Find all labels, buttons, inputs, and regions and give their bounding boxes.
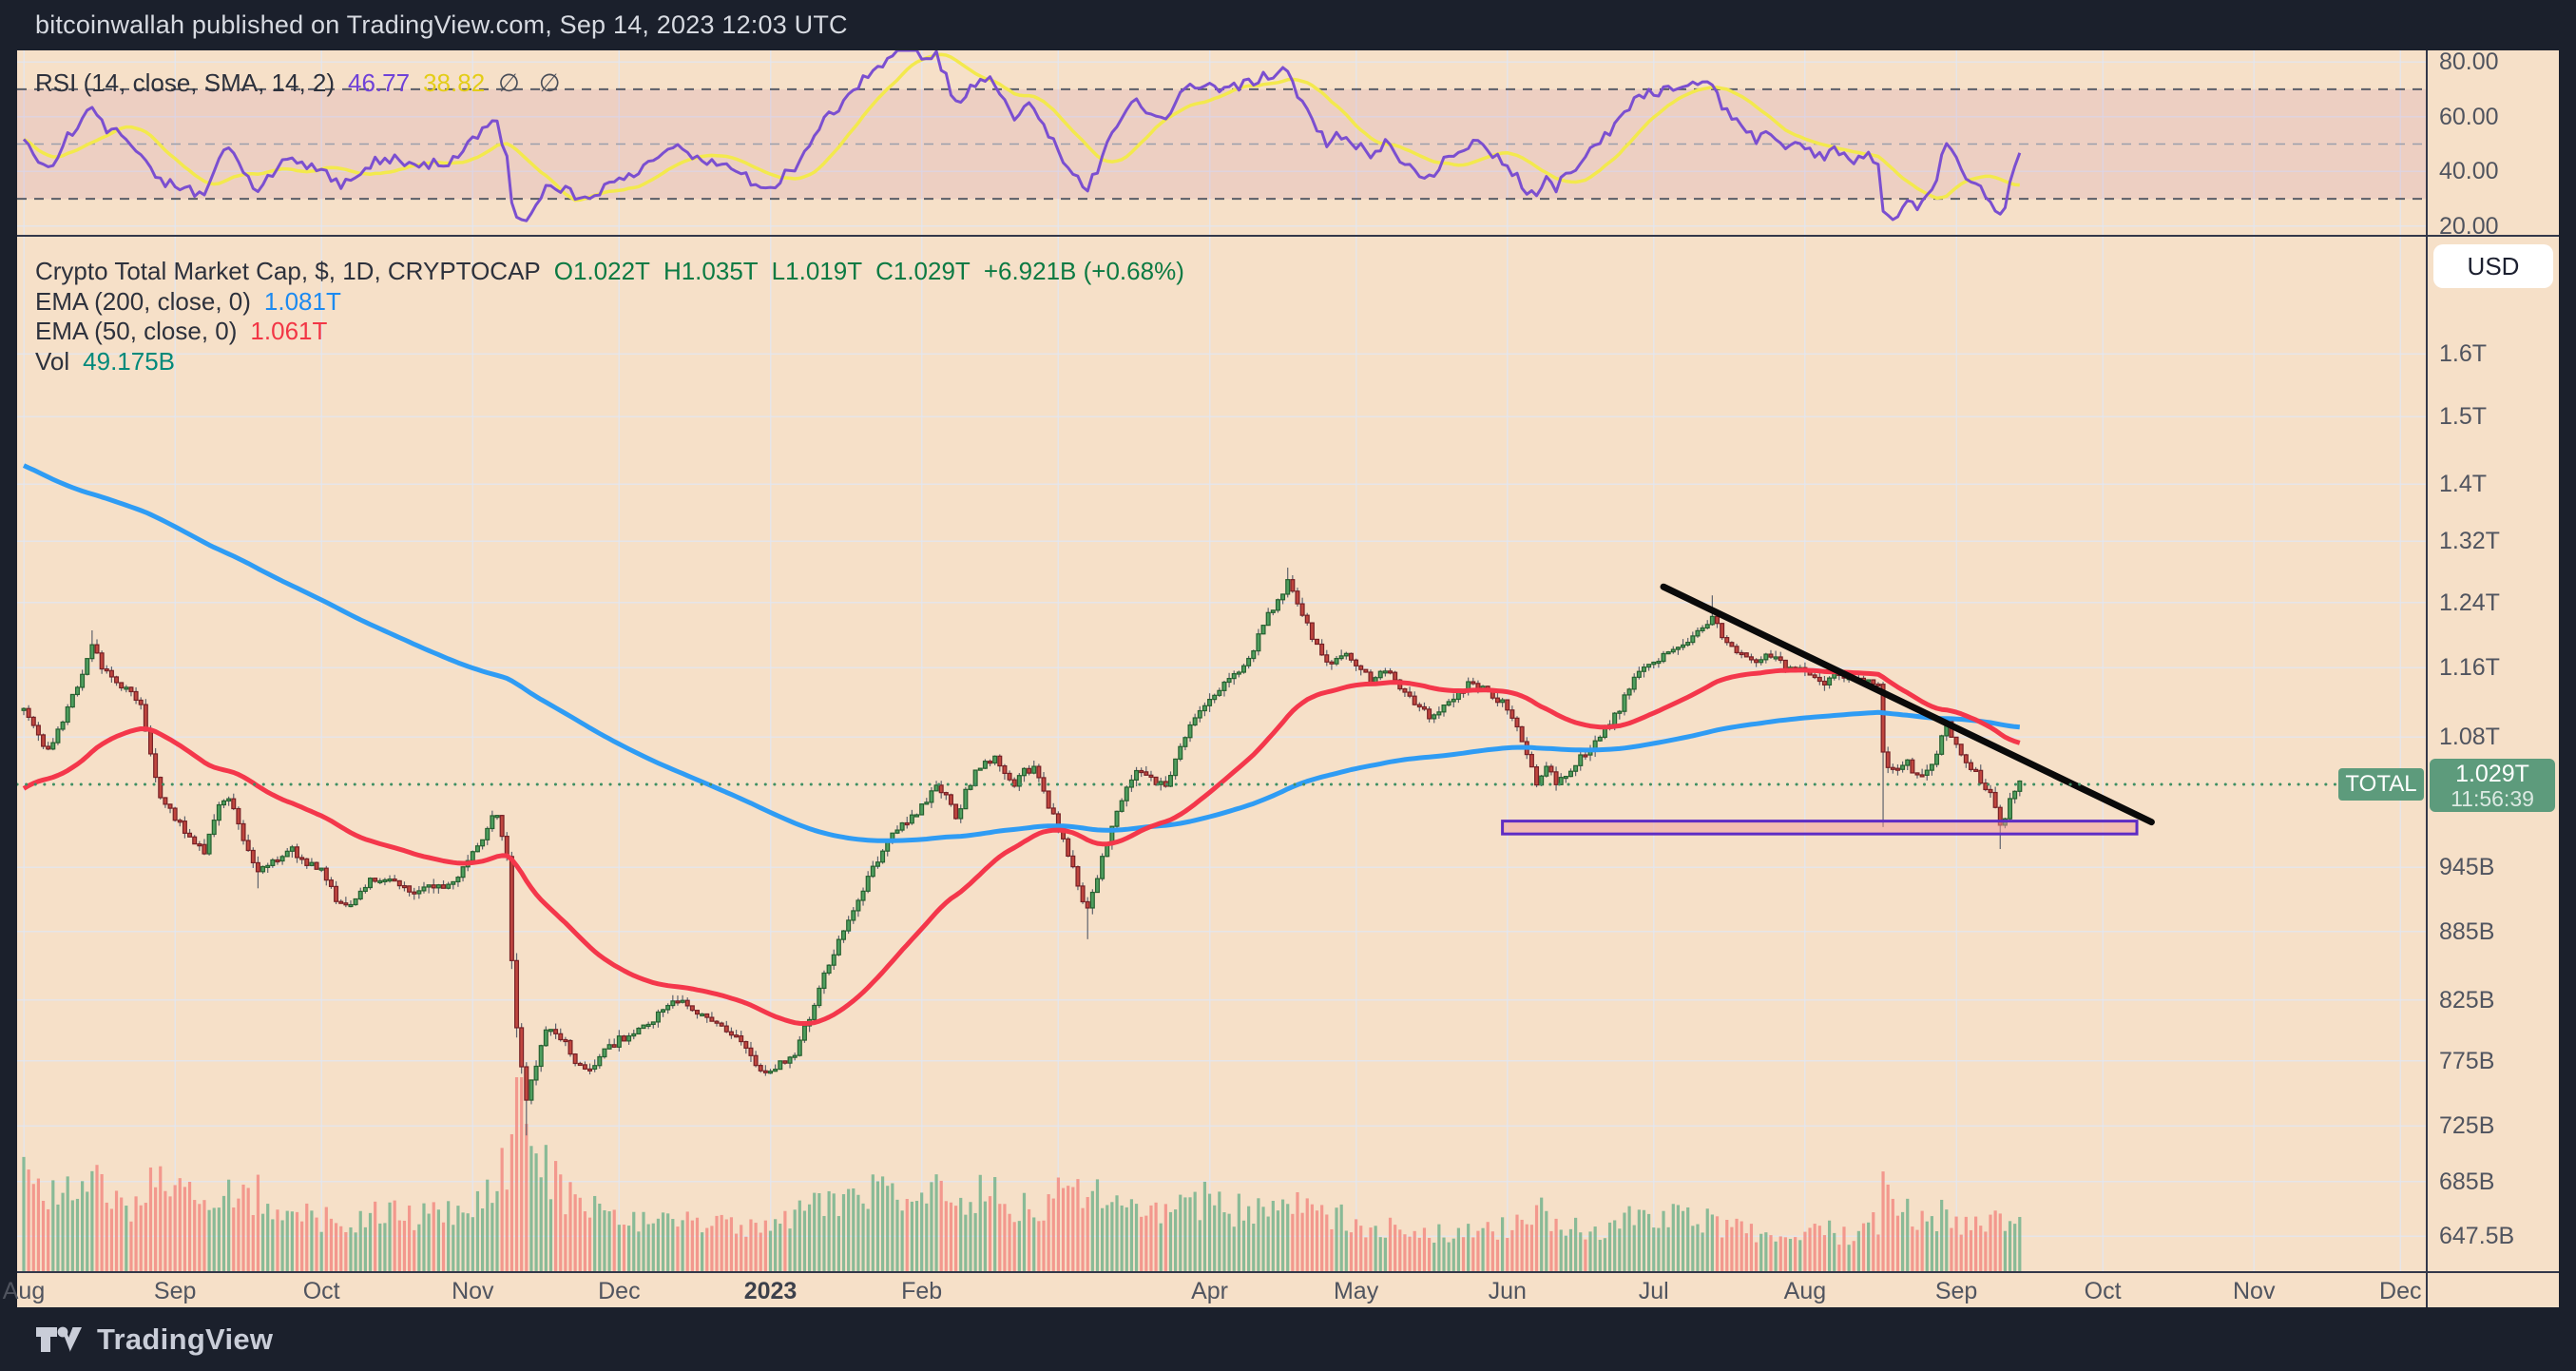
price-axis-tick: 775B xyxy=(2439,1047,2495,1074)
rsi-axis-tick: 40.00 xyxy=(2439,158,2499,185)
price-axis-tick: 1.08T xyxy=(2439,724,2500,751)
time-axis-label: Feb xyxy=(901,1278,943,1304)
price-axis-tick: 1.16T xyxy=(2439,654,2500,682)
price-badge: 1.029T 11:56:39 xyxy=(2430,759,2555,812)
total-badge: TOTAL xyxy=(2338,768,2424,801)
chart-frame: RSI (14, close, SMA, 14, 2) 46.77 38.82 … xyxy=(3,48,2561,1307)
time-axis-label: Sep xyxy=(153,1278,197,1304)
price-axis[interactable]: 80.00 60.00 40.00 20.00 1.6T 1.5T 1.4T 1.32T 1.2… xyxy=(2426,48,2561,1307)
rsi-sma-value: 38.82 xyxy=(423,68,486,97)
total-badge-label: TOTAL xyxy=(2345,771,2417,797)
ema50-value: 1.061T xyxy=(250,316,328,345)
rsi-axis-tick: 80.00 xyxy=(2439,48,2499,75)
price-axis-tick: 647.5B xyxy=(2439,1223,2515,1250)
ema200-value: 1.081T xyxy=(263,286,341,316)
rsi-hidden-plot-icon: ∅ xyxy=(538,68,567,97)
time-axis-label: Aug xyxy=(2,1278,46,1304)
ohlc-open: O1.022T xyxy=(553,256,650,285)
rsi-legend[interactable]: RSI (14, close, SMA, 14, 2) 46.77 38.82 … xyxy=(35,68,579,98)
usd-button[interactable]: USD xyxy=(2433,244,2553,288)
price-axis-tick: 1.4T xyxy=(2439,471,2488,498)
price-axis-tick: 1.24T xyxy=(2439,589,2500,616)
time-axis-label: May xyxy=(1333,1278,1379,1304)
ema200-legend[interactable]: EMA (200, close, 0) 1.081T xyxy=(35,286,355,317)
rsi-legend-name: RSI (14, close, SMA, 14, 2) xyxy=(35,68,336,97)
ema50-legend[interactable]: EMA (50, close, 0) 1.061T xyxy=(35,316,340,346)
ohlc-high: H1.035T xyxy=(663,256,759,285)
bar-countdown: 11:56:39 xyxy=(2451,785,2534,811)
ohlc-close: C1.029T xyxy=(875,256,971,285)
time-axis-label: Jul xyxy=(1638,1278,1669,1304)
time-axis-label: Apr xyxy=(1191,1278,1228,1304)
time-axis-label: Oct xyxy=(302,1278,340,1304)
rsi-hidden-plot-icon: ∅ xyxy=(498,68,526,97)
ohlc-low: L1.019T xyxy=(771,256,863,285)
price-axis-tick: 685B xyxy=(2439,1168,2495,1195)
volume-label: Vol xyxy=(35,346,70,376)
price-axis-tick: 1.6T xyxy=(2439,340,2488,368)
price-axis-tick: 825B xyxy=(2439,986,2495,1014)
time-axis-label: Sep xyxy=(1934,1278,1978,1304)
time-axis-label: Nov xyxy=(452,1278,494,1304)
chart-canvas[interactable] xyxy=(17,50,2559,1307)
price-axis-tick: 1.32T xyxy=(2439,528,2500,555)
rsi-axis-tick: 60.00 xyxy=(2439,103,2499,130)
time-axis-label: Nov xyxy=(2233,1278,2276,1304)
symbol-title: Crypto Total Market Cap, $, 1D, CRYPTOCA… xyxy=(35,256,541,285)
snapshot-footer: TradingView xyxy=(0,1307,2576,1371)
volume-legend[interactable]: Vol 49.175B xyxy=(35,346,188,377)
last-price: 1.029T xyxy=(2455,760,2529,787)
volume-value: 49.175B xyxy=(83,346,176,376)
ema200-label: EMA (200, close, 0) xyxy=(35,286,251,316)
symbol-legend[interactable]: Crypto Total Market Cap, $, 1D, CRYPTOCA… xyxy=(35,256,1198,286)
time-axis-label: Aug xyxy=(1783,1278,1827,1304)
tradingview-logo-icon xyxy=(36,1326,82,1352)
ema50-label: EMA (50, close, 0) xyxy=(35,316,238,345)
price-axis-tick: 1.5T xyxy=(2439,403,2488,431)
change-value: +6.921B (+0.68%) xyxy=(983,256,1184,285)
brand-name: TradingView xyxy=(97,1322,274,1356)
time-axis-label: 2023 xyxy=(743,1278,798,1304)
time-axis-label: Dec xyxy=(598,1278,641,1304)
rsi-value: 46.77 xyxy=(348,68,411,97)
price-axis-tick: 725B xyxy=(2439,1112,2495,1140)
attribution-text: bitcoinwallah published on TradingView.c… xyxy=(35,10,848,39)
price-axis-tick: 945B xyxy=(2439,854,2495,881)
time-axis-label: Oct xyxy=(2084,1278,2122,1304)
time-axis-label: Dec xyxy=(2379,1278,2422,1304)
price-axis-tick: 885B xyxy=(2439,917,2495,945)
snapshot-header: bitcoinwallah published on TradingView.c… xyxy=(0,0,2576,50)
time-axis-label: Jun xyxy=(1488,1278,1527,1304)
rsi-axis-tick: 20.00 xyxy=(2439,212,2499,240)
